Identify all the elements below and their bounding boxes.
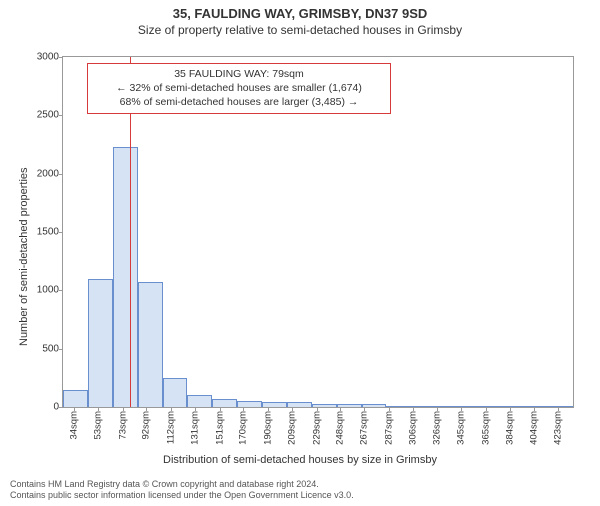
x-tick-label: 306sqm <box>407 411 418 445</box>
histogram-bar <box>88 279 113 407</box>
histogram-bar <box>337 404 362 407</box>
histogram-bar <box>386 406 411 407</box>
histogram-bar <box>561 406 573 407</box>
annotation-line: 35 FAULDING WAY: 79sqm <box>94 67 384 81</box>
histogram-bar <box>461 406 486 407</box>
x-tick-label: 326sqm <box>432 411 443 445</box>
annotation-box: 35 FAULDING WAY: 79sqm← 32% of semi-deta… <box>87 63 391 114</box>
x-tick-label: 229sqm <box>311 411 322 445</box>
x-tick-label: 170sqm <box>238 411 249 445</box>
histogram-plot: 05001000150020002500300034sqm53sqm73sqm9… <box>62 56 574 408</box>
histogram-bar <box>138 282 163 407</box>
histogram-bar <box>187 395 212 407</box>
x-axis-label: Distribution of semi-detached houses by … <box>0 454 600 466</box>
histogram-bar <box>362 404 387 408</box>
annotation-line: 68% of semi-detached houses are larger (… <box>94 95 384 109</box>
x-tick-label: 209sqm <box>286 411 297 445</box>
annotation-line: ← 32% of semi-detached houses are smalle… <box>94 81 384 95</box>
x-tick-label: 151sqm <box>214 411 225 445</box>
x-tick-label: 345sqm <box>456 411 467 445</box>
x-tick-label: 365sqm <box>480 411 491 445</box>
y-axis-label: Number of semi-detached properties <box>18 167 30 346</box>
footer-line2: Contains public sector information licen… <box>10 490 354 502</box>
x-tick-label: 287sqm <box>383 411 394 445</box>
page-subtitle: Size of property relative to semi-detach… <box>0 23 600 37</box>
x-tick-label: 73sqm <box>117 411 128 440</box>
page-title: 35, FAULDING WAY, GRIMSBY, DN37 9SD <box>0 6 600 21</box>
histogram-bar <box>287 402 312 407</box>
histogram-bar <box>212 399 237 407</box>
x-tick-label: 248sqm <box>335 411 346 445</box>
histogram-bar <box>312 404 337 408</box>
histogram-bar <box>411 406 436 407</box>
x-tick-label: 112sqm <box>166 411 177 444</box>
histogram-bar <box>237 401 262 407</box>
x-tick-label: 53sqm <box>92 411 103 440</box>
histogram-bar <box>511 406 536 407</box>
footer-attribution: Contains HM Land Registry data © Crown c… <box>10 479 354 502</box>
histogram-bar <box>262 402 287 407</box>
x-tick-label: 92sqm <box>141 411 152 440</box>
x-tick-label: 131sqm <box>189 411 200 445</box>
x-tick-label: 267sqm <box>359 411 370 445</box>
histogram-bar <box>536 406 561 407</box>
histogram-bar <box>436 406 461 407</box>
histogram-bar <box>163 378 188 407</box>
histogram-bar <box>486 406 511 407</box>
footer-line1: Contains HM Land Registry data © Crown c… <box>10 479 354 491</box>
x-tick-label: 423sqm <box>553 411 564 445</box>
x-tick-label: 384sqm <box>504 411 515 445</box>
histogram-bar <box>63 390 88 408</box>
histogram-bar <box>113 147 138 407</box>
x-tick-label: 190sqm <box>263 411 274 445</box>
x-tick-label: 404sqm <box>529 411 540 445</box>
x-tick-label: 34sqm <box>69 411 80 440</box>
